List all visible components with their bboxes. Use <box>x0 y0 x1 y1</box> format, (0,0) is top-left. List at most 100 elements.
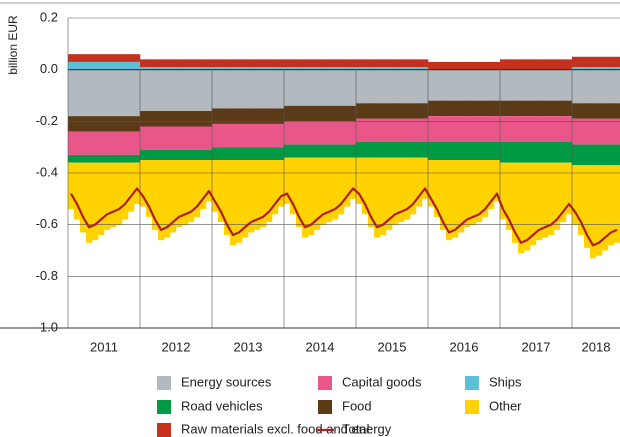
x-tick-label: 2018 <box>582 339 611 354</box>
bar-segment <box>440 116 447 142</box>
y-tick-label: -0.6 <box>36 216 58 231</box>
bar-segment <box>218 123 225 148</box>
bar-segment <box>548 59 555 70</box>
bar-segment <box>242 147 249 161</box>
bar-segment <box>608 69 615 104</box>
bar-segment <box>188 59 195 68</box>
bar-segment <box>542 142 549 163</box>
bar-segment <box>584 165 591 248</box>
bar-segment <box>614 165 620 243</box>
bar-segment <box>404 59 411 68</box>
bar-segment <box>122 116 129 132</box>
bar-segment <box>182 69 189 111</box>
bar-segment <box>254 67 261 70</box>
bar-segment <box>230 69 237 109</box>
bar-segment <box>548 100 555 117</box>
bar-segment <box>74 54 81 62</box>
bar-segment <box>518 142 525 163</box>
bar-segment <box>200 67 207 70</box>
bar-segment <box>290 157 297 215</box>
bar-segment <box>302 157 309 238</box>
legend-label: Raw materials excl. food and energy <box>181 421 392 436</box>
bar-segment <box>296 105 303 122</box>
bar-segment <box>530 116 537 142</box>
y-tick-label: -0.4 <box>36 164 58 179</box>
bar-segment <box>236 147 243 161</box>
bar-segment <box>134 162 141 204</box>
bar-segment <box>332 105 339 122</box>
bar-segment <box>260 108 267 124</box>
bar-segment <box>200 160 207 210</box>
bar-segment <box>104 154 111 163</box>
bar-segment <box>530 59 537 70</box>
bar-segment <box>608 56 615 68</box>
bar-segment <box>380 103 387 119</box>
bar-segment <box>386 67 393 70</box>
bar-segment <box>284 121 291 145</box>
bar-segment <box>86 154 93 163</box>
bar-segment <box>422 142 429 158</box>
bar-segment <box>224 160 231 235</box>
bar-segment <box>602 69 609 104</box>
bar-segment <box>518 100 525 117</box>
bar-segment <box>242 108 249 124</box>
bar-segment <box>362 142 369 158</box>
bar-segment <box>386 69 393 104</box>
bar-segment <box>464 142 471 161</box>
bar-segment <box>434 61 441 70</box>
bar-segment <box>140 126 147 150</box>
bar-segment <box>362 67 369 70</box>
bar-segment <box>416 59 423 68</box>
bar-segment <box>284 144 291 158</box>
bar-segment <box>470 160 477 225</box>
bar-segment <box>230 147 237 161</box>
bar-segment <box>194 59 201 68</box>
bar-segment <box>518 162 525 254</box>
bar-segment <box>596 67 603 70</box>
bar-segment <box>572 56 579 68</box>
bar-segment <box>206 69 213 111</box>
bar-segment <box>332 144 339 158</box>
bar-segment <box>374 69 381 104</box>
bar-segment <box>392 118 399 142</box>
bar-segment <box>122 131 129 155</box>
bar-segment <box>560 100 567 117</box>
bar-segment <box>80 69 87 117</box>
legend-swatch <box>157 376 171 390</box>
bar-segment <box>272 123 279 148</box>
bar-segment <box>236 59 243 68</box>
bar-segment <box>494 69 501 101</box>
bar-segment <box>86 54 93 62</box>
bar-segment <box>554 69 561 101</box>
bar-segment <box>86 116 93 132</box>
bar-segment <box>176 149 183 161</box>
bar-segment <box>272 147 279 161</box>
bar-segment <box>338 157 345 215</box>
bar-segment <box>122 61 129 70</box>
bar-segment <box>266 67 273 70</box>
y-tick-label: -1.0 <box>36 319 58 334</box>
bar-segment <box>386 142 393 158</box>
bar-segment <box>536 59 543 70</box>
bar-segment <box>524 100 531 117</box>
bar-segment <box>542 162 549 238</box>
bar-segment <box>128 61 135 70</box>
bar-segment <box>428 142 435 161</box>
bar-segment <box>248 69 255 109</box>
bar-segment <box>584 56 591 68</box>
bar-segment <box>302 67 309 70</box>
legend-swatch <box>465 400 479 414</box>
bar-segment <box>494 160 501 202</box>
bar-segment <box>596 144 603 166</box>
bar-segment <box>164 126 171 150</box>
bar-segment <box>122 162 129 220</box>
bar-segment <box>392 103 399 119</box>
bar-segment <box>194 126 201 150</box>
legend-label: Road vehicles <box>181 398 263 413</box>
bar-segment <box>344 121 351 145</box>
bar-segment <box>164 149 171 161</box>
bar-segment <box>134 54 141 62</box>
bar-segment <box>182 67 189 70</box>
bar-segment <box>200 59 207 68</box>
bar-segment <box>590 118 597 145</box>
